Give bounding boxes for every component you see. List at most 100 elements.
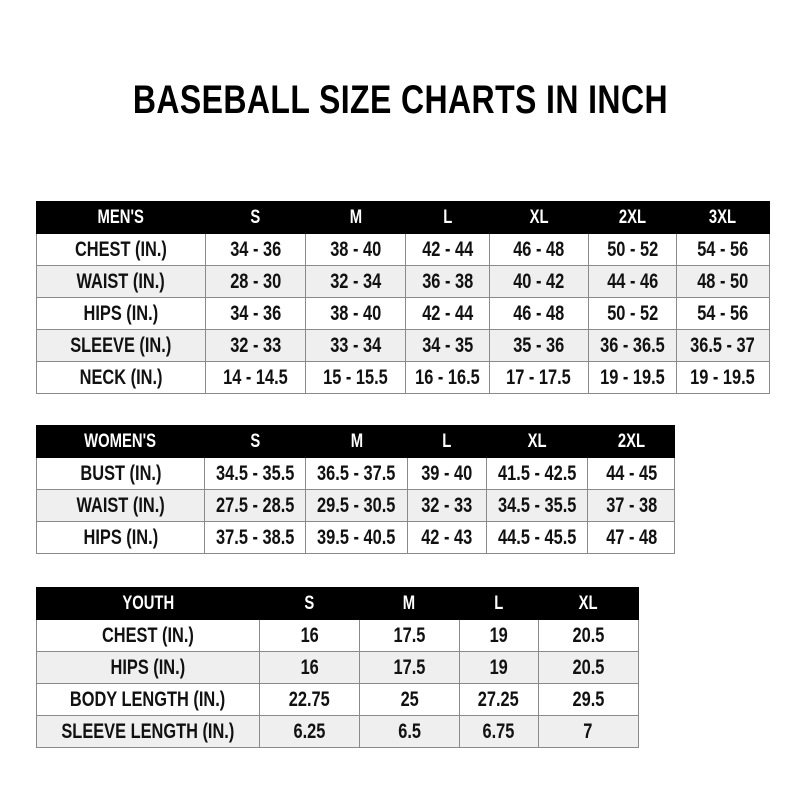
size-value-cell: 19 - 19.5 xyxy=(587,361,677,394)
size-header: 3XL xyxy=(675,201,770,234)
measurement-label: SLEEVE LENGTH (IN.) xyxy=(36,715,260,748)
header-text: M xyxy=(350,430,363,452)
size-value-cell: 36 - 36.5 xyxy=(587,329,677,362)
header-text: L xyxy=(442,206,452,228)
header-text: 3XL xyxy=(709,206,737,228)
size-value: 39 - 40 xyxy=(421,461,473,485)
size-value-cell: 42 - 44 xyxy=(405,233,490,266)
measurement-label: HIPS (IN.) xyxy=(36,521,205,554)
measurement-label-text: WAIST (IN.) xyxy=(76,269,166,293)
size-value: 15 - 15.5 xyxy=(323,365,388,389)
size-value: 19 xyxy=(489,623,508,647)
size-value: 50 - 52 xyxy=(606,301,658,325)
size-header: S xyxy=(203,425,307,458)
size-value: 17 - 17.5 xyxy=(506,365,572,389)
size-value-cell: 44 - 46 xyxy=(587,265,677,298)
header-text: XL xyxy=(578,592,598,614)
table-row: NECK (IN.) 14 - 14.5 15 - 15.5 16 - 16.5 17 … xyxy=(36,361,770,394)
size-value: 38 - 40 xyxy=(329,301,381,325)
size-value-cell: 19 xyxy=(458,651,539,684)
size-value: 42 - 44 xyxy=(421,301,473,325)
size-header: 2XL xyxy=(587,425,676,458)
measurement-label-text: WAIST (IN.) xyxy=(76,493,165,517)
size-value: 33 - 34 xyxy=(329,333,381,357)
size-value: 29.5 - 30.5 xyxy=(317,493,396,517)
size-value-cell: 48 - 50 xyxy=(675,265,770,298)
size-value: 44.5 - 45.5 xyxy=(497,525,577,549)
size-header: S xyxy=(205,201,306,234)
size-value: 14 - 14.5 xyxy=(223,365,288,389)
table-row: BUST (IN.) 34.5 - 35.5 36.5 - 37.5 39 - 40 4… xyxy=(36,457,676,490)
size-value-cell: 22.75 xyxy=(258,683,360,716)
size-value-cell: 15 - 15.5 xyxy=(305,361,406,394)
size-value: 42 - 44 xyxy=(421,237,473,261)
table-row: HIPS (IN.) 37.5 - 38.5 39.5 - 40.5 42 - 43 4… xyxy=(36,521,676,554)
size-value-cell: 36.5 - 37.5 xyxy=(305,457,408,490)
size-header: XL xyxy=(488,201,589,234)
size-value: 36.5 - 37.5 xyxy=(317,461,396,485)
youth-size-table: YOUTH S M L XL CHEST (IN.) 16 17.5 19 20.5 HIPS (I… xyxy=(36,587,639,748)
size-value-cell: 39 - 40 xyxy=(406,457,487,490)
size-value-cell: 41.5 - 42.5 xyxy=(485,457,589,490)
womens-size-table: WOMEN'S S M L XL 2XL BUST (IN.) 34.5 - 35.5 36.5… xyxy=(36,425,676,554)
table-row: CHEST (IN.) 34 - 36 38 - 40 42 - 44 46 - 48 5… xyxy=(36,233,770,266)
size-value: 20.5 xyxy=(572,655,605,679)
size-value-cell: 38 - 40 xyxy=(305,233,406,266)
size-value: 54 - 56 xyxy=(697,237,749,261)
measurement-label-text: CHEST (IN.) xyxy=(101,623,194,647)
measurement-label-text: BUST (IN.) xyxy=(79,461,161,485)
header-text: XL xyxy=(527,430,547,452)
size-value-cell: 39.5 - 40.5 xyxy=(305,521,408,554)
measurement-label: HIPS (IN.) xyxy=(36,297,206,330)
size-header: XL xyxy=(485,425,589,458)
size-value: 19 - 19.5 xyxy=(600,365,665,389)
size-value-cell: 16 xyxy=(258,651,360,684)
size-value: 7 xyxy=(583,719,593,743)
size-value: 37.5 - 38.5 xyxy=(216,525,295,549)
size-value: 16 xyxy=(300,623,319,647)
size-value-cell: 34 - 36 xyxy=(205,233,306,266)
table-header-row: WOMEN'S S M L XL 2XL xyxy=(36,425,676,458)
size-value-cell: 37 - 38 xyxy=(587,489,676,522)
size-value: 34.5 - 35.5 xyxy=(216,461,295,485)
measurement-label: BUST (IN.) xyxy=(36,457,205,490)
measurement-label-text: HIPS (IN.) xyxy=(83,301,159,325)
size-value-cell: 50 - 52 xyxy=(587,297,677,330)
size-value-cell: 36 - 38 xyxy=(405,265,490,298)
table-header-row: MEN'S S M L XL 2XL 3XL xyxy=(36,201,770,234)
size-value: 19 - 19.5 xyxy=(690,365,756,389)
header-text: S xyxy=(250,430,261,452)
size-header: L xyxy=(406,425,487,458)
size-value-cell: 44 - 45 xyxy=(587,457,676,490)
size-value: 34 - 36 xyxy=(229,237,281,261)
size-value: 35 - 36 xyxy=(513,333,565,357)
size-value: 50 - 52 xyxy=(606,237,658,261)
size-value: 32 - 33 xyxy=(229,333,281,357)
size-value-cell: 34.5 - 35.5 xyxy=(203,457,307,490)
size-value: 36.5 - 37 xyxy=(690,333,756,357)
size-value: 32 - 33 xyxy=(421,493,473,517)
category-header: WOMEN'S xyxy=(36,425,205,458)
size-value: 34 - 35 xyxy=(421,333,473,357)
measurement-label-text: HIPS (IN.) xyxy=(83,525,158,549)
size-value: 17.5 xyxy=(393,655,426,679)
size-value: 39.5 - 40.5 xyxy=(317,525,396,549)
measurement-label: NECK (IN.) xyxy=(36,361,206,394)
measurement-label: SLEEVE (IN.) xyxy=(36,329,206,362)
size-header: M xyxy=(305,201,406,234)
measurement-label: CHEST (IN.) xyxy=(36,233,206,266)
size-value-cell: 36.5 - 37 xyxy=(675,329,770,362)
size-value-cell: 28 - 30 xyxy=(205,265,306,298)
table-header-row: YOUTH S M L XL xyxy=(36,587,639,620)
table-row: SLEEVE (IN.) 32 - 33 33 - 34 34 - 35 35 - 36… xyxy=(36,329,770,362)
table-row: BODY LENGTH (IN.) 22.75 25 27.25 29.5 xyxy=(36,683,639,716)
size-value-cell: 32 - 34 xyxy=(305,265,406,298)
table-row: SLEEVE LENGTH (IN.) 6.25 6.5 6.75 7 xyxy=(36,715,639,748)
size-value-cell: 20.5 xyxy=(537,651,639,684)
size-value: 32 - 34 xyxy=(329,269,381,293)
measurement-label-text: BODY LENGTH (IN.) xyxy=(70,687,226,711)
table-row: WAIST (IN.) 27.5 - 28.5 29.5 - 30.5 32 - 33… xyxy=(36,489,676,522)
size-value: 54 - 56 xyxy=(697,301,749,325)
size-value-cell: 54 - 56 xyxy=(675,297,770,330)
category-header: MEN'S xyxy=(36,201,206,234)
